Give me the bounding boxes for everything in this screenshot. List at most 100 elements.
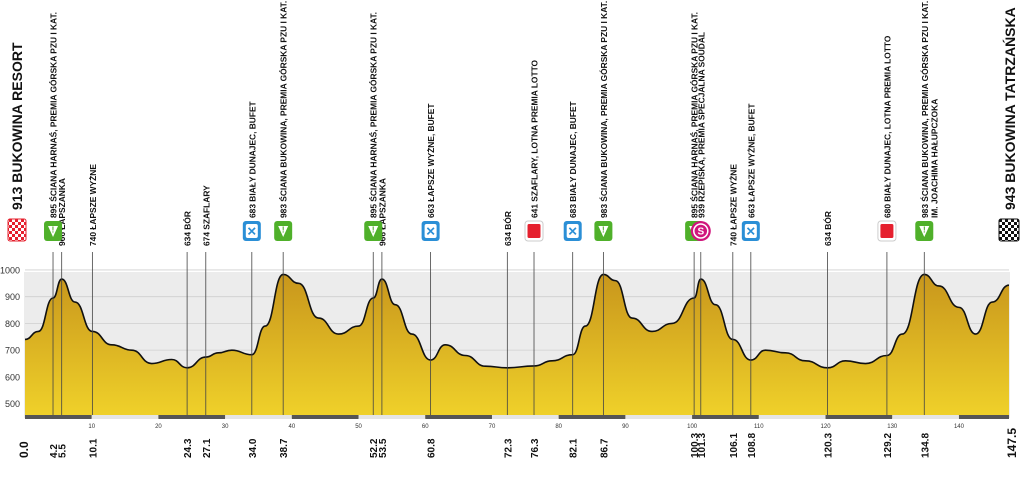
y-tick-label: 900: [5, 292, 20, 302]
finish-km: 147.5: [1005, 428, 1019, 458]
marker-text: 983 ŚCIANA BUKOWINA, PREMIA GÓRSKA PZU I…: [598, 1, 609, 218]
feed-glyph: ✕: [746, 225, 756, 239]
marker-subtext: IM. JOACHIMA HAŁUPCZOKA: [929, 99, 939, 218]
marker-km-label: 134.8: [920, 433, 931, 458]
marker-km-label: 101.3: [697, 433, 708, 458]
marker-text: 663 ŁAPSZE WYŻNE, BUFET: [746, 103, 756, 218]
marker-text: 966 ŁAPSZANKA: [57, 178, 67, 246]
km-bar-segment: [958, 415, 1009, 419]
marker-text: 939 RZEPISKA, PREMIA SPECJALNA SOUDAL: [696, 32, 706, 218]
km-bar-segment: [358, 415, 426, 419]
km-bar-segment: [291, 415, 359, 419]
x-tick-label: 140: [954, 424, 965, 430]
marker-text: 895 ŚCIANA HARNAŚ, PREMIA GÓRSKA PZU I K…: [368, 12, 379, 218]
km-bar-segment: [425, 415, 492, 419]
finish-flag-icon: [998, 218, 1020, 242]
x-tick-label: 120: [821, 424, 832, 430]
climb-triangle-icon: [278, 226, 289, 237]
marker-text: 641 SZAFLARY, LOTNA PREMIA LOTTO: [530, 59, 540, 218]
elevation-line: [24, 273, 1010, 369]
marker-km-label: 52.2: [369, 438, 380, 458]
x-tick-label: 20: [155, 424, 162, 430]
x-tick-label: 50: [355, 424, 362, 430]
climb-glyph: !: [52, 226, 55, 235]
feed-glyph: ✕: [247, 225, 257, 239]
marker-km-label: 60.8: [427, 438, 438, 458]
feed-zone-inner: [566, 224, 579, 238]
marker-text: 674 SZAFLARY: [201, 185, 211, 246]
marker-text: 634 BÓR: [182, 211, 193, 246]
marker-text: 966 ŁAPSZANKA: [377, 178, 387, 246]
marker-text: 983 ŚCIANA BUKOWINA, PREMIA GÓRSKA PZU I…: [919, 1, 930, 218]
marker-km-label: 129.2: [883, 433, 894, 458]
x-tick-label: 40: [289, 424, 296, 430]
special-prize-ring: [693, 223, 709, 239]
km-bar-segment: [225, 415, 292, 419]
marker-km-label: 4.2: [49, 444, 60, 458]
x-tick-label: 110: [754, 424, 764, 430]
marker-labels: 4.2 895 ŚCIANA HARNAŚ, PREMIA GÓRSKA PZU …: [48, 1, 940, 458]
marker-text: 895 ŚCIANA HARNAŚ, PREMIA GÓRSKA PZU I K…: [48, 12, 59, 218]
sprint-square: [880, 224, 894, 238]
marker-km-label: 86.7: [599, 438, 610, 458]
x-tick-label: 10: [88, 424, 95, 430]
marker-text: 983 ŚCIANA BUKOWINA, PREMIA GÓRSKA PZU I…: [278, 1, 289, 218]
y-tick-label: 600: [5, 372, 20, 382]
marker-km-label: 24.3: [183, 438, 194, 458]
marker-km-label: 27.1: [202, 438, 213, 458]
feed-glyph: ✕: [426, 225, 436, 239]
start-title: 913 BUKOWINA RESORT: [9, 42, 25, 210]
marker-km-label: 38.7: [279, 438, 290, 458]
y-tick-label: 500: [5, 399, 20, 409]
climb-glyph: !: [602, 226, 605, 235]
marker-km-label: 82.1: [569, 438, 580, 458]
marker-text: 663 ŁAPSZE WYŻNE, BUFET: [426, 103, 436, 218]
feed-zone-inner: [245, 224, 258, 238]
marker-km-label: 34.0: [248, 438, 259, 458]
km-bar-segment: [491, 415, 559, 419]
marker-text: 680 BIAŁY DUNAJEC, LOTNA PREMIA LOTTO: [882, 35, 892, 218]
km-bar-segment: [91, 415, 159, 419]
feed-glyph: ✕: [568, 225, 578, 239]
marker-text: 683 BIAŁY DUNAJEC, BUFET: [247, 100, 257, 218]
finish-title: 943 BUKOWINA TATRZAŃSKA: [1002, 7, 1018, 210]
x-tick-label: 70: [489, 424, 496, 430]
marker-km-label: 108.8: [747, 433, 758, 458]
x-tick-label: 130: [887, 424, 898, 430]
km-bar-segment: [158, 415, 226, 419]
marker-text: 895 ŚCIANA HARNAŚ, PREMIA GÓRSKA PZU I K…: [689, 12, 700, 218]
marker-km-label: 53.5: [378, 438, 389, 458]
climb-triangle-icon: [48, 226, 59, 237]
climb-glyph: !: [923, 226, 926, 235]
marker-km-label: 106.1: [729, 433, 740, 458]
km-bar-segment: [825, 415, 893, 419]
km-bar-segment: [758, 415, 826, 419]
marker-km-label: 5.5: [58, 444, 69, 458]
km-bar-segment: [625, 415, 693, 419]
x-tick-label: 60: [422, 424, 429, 430]
km-bar-segment: [692, 415, 759, 419]
marker-km-label: 76.3: [530, 438, 541, 458]
y-axis: 1000 900 800 700 600 500: [0, 265, 20, 409]
km-bar-segment: [25, 415, 92, 419]
km-bar-segment: [892, 415, 959, 419]
km-scale-bar: 10 20 30 40 50 60 70 80 90 100 110 120 130 140: [25, 415, 1009, 430]
km-bar-segment: [558, 415, 626, 419]
x-tick-label: 30: [222, 424, 229, 430]
marker-text: 683 BIAŁY DUNAJEC, BUFET: [568, 100, 578, 218]
climb-triangle-icon: [368, 226, 379, 237]
feed-zone-inner: [424, 224, 437, 238]
x-tick-label: 90: [622, 424, 629, 430]
marker-text: 634 BÓR: [822, 211, 833, 246]
feed-zone-inner: [744, 224, 757, 238]
y-tick-label: 700: [5, 346, 20, 356]
marker-km-label: 100.3: [690, 433, 701, 458]
marker-text: 740 ŁAPSZE WYŻNE: [728, 164, 738, 246]
y-tick-label: 800: [5, 319, 20, 329]
marker-text: 634 BÓR: [502, 211, 513, 246]
y-tick-label: 1000: [0, 265, 20, 275]
marker-km-label: 72.3: [503, 438, 514, 458]
marker-lines: [52, 252, 925, 418]
